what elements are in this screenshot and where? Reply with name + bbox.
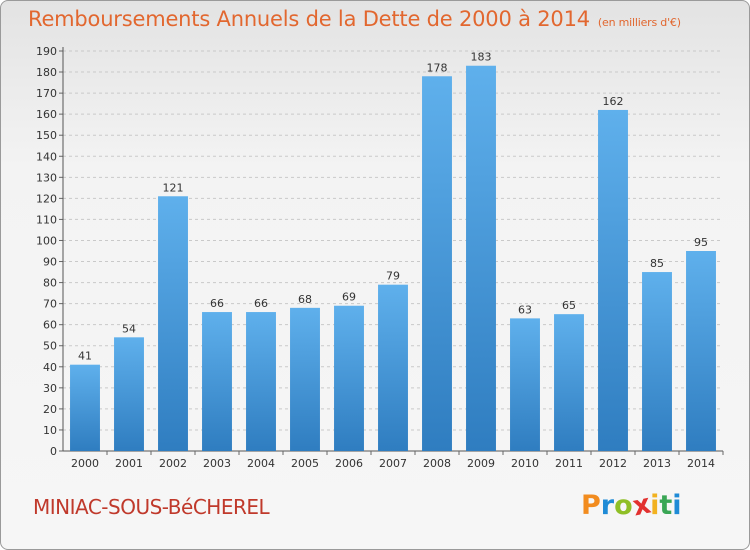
data-label: 69 — [342, 291, 356, 304]
proxiti-logo: Proxiti — [581, 489, 682, 523]
bar-2003 — [202, 312, 232, 451]
data-label: 66 — [210, 297, 224, 310]
bar-2004 — [246, 312, 276, 451]
x-tick-label: 2002 — [159, 457, 187, 470]
y-tick-label: 140 — [36, 150, 57, 163]
data-label: 41 — [78, 350, 92, 363]
y-tick-label: 70 — [43, 298, 57, 311]
data-label: 162 — [603, 95, 624, 108]
data-label: 183 — [471, 51, 492, 64]
x-tick-label: 2000 — [71, 457, 99, 470]
y-tick-label: 120 — [36, 192, 57, 205]
data-label: 79 — [386, 270, 400, 283]
x-tick-labels: 2000 2001 2002 2003 2004 2005 2006 2007 2008 2009… — [71, 451, 724, 470]
chart-title: Remboursements Annuels de la Dette de 20… — [28, 7, 681, 31]
bar-2002 — [158, 196, 188, 451]
x-tick-label: 2006 — [335, 457, 363, 470]
y-tick-label: 160 — [36, 108, 57, 121]
bar-2013 — [642, 272, 672, 451]
logo-letter: t — [659, 490, 673, 521]
y-tick-label: 10 — [43, 424, 57, 437]
x-tick-label: 2013 — [643, 457, 671, 470]
data-label: 66 — [254, 297, 268, 310]
data-label: 68 — [298, 293, 312, 306]
data-label: 95 — [694, 236, 708, 249]
y-tick-label: 40 — [43, 361, 57, 374]
x-tick-label: 2003 — [203, 457, 231, 470]
x-tick-label: 2008 — [423, 457, 451, 470]
bar-2014 — [686, 251, 716, 451]
bar-2009 — [466, 65, 496, 451]
x-tick-label: 2009 — [467, 457, 495, 470]
y-tick-label: 90 — [43, 256, 57, 269]
bar-2005 — [290, 307, 320, 451]
bar-2000 — [70, 364, 100, 451]
data-label: 178 — [427, 61, 448, 74]
bar-2006 — [334, 305, 364, 451]
y-tick-label: 180 — [36, 66, 57, 79]
y-tick-label: 0 — [50, 445, 57, 458]
bar-2011 — [554, 314, 584, 451]
y-tick-label: 110 — [36, 213, 57, 226]
y-tick-label: 100 — [36, 234, 57, 247]
x-tick-label: 2004 — [247, 457, 275, 470]
y-tick-label: 80 — [43, 277, 57, 290]
data-label: 63 — [518, 303, 532, 316]
bars — [70, 65, 716, 452]
logo-letter: r — [600, 490, 615, 521]
y-tick-label: 170 — [36, 87, 57, 100]
y-tick-label: 130 — [36, 171, 57, 184]
x-tick-label: 2014 — [687, 457, 715, 470]
data-label: 54 — [122, 322, 136, 335]
logo-letter: P — [581, 490, 601, 521]
y-tick-labels: 0 10 20 30 40 50 60 70 80 90 100 110 120 130 140 150 160… — [36, 45, 57, 458]
logo-letter: o — [614, 490, 633, 521]
logo-letter: i — [672, 490, 682, 521]
data-labels: 41 54 121 66 66 68 69 79 178 183 63 65 162 85 95 — [78, 51, 708, 363]
y-tick-label: 30 — [43, 382, 57, 395]
y-tick-label: 20 — [43, 403, 57, 416]
y-tick-label: 150 — [36, 129, 57, 142]
bar-2001 — [114, 337, 144, 451]
bar-2010 — [510, 318, 540, 451]
x-tick-label: 2010 — [511, 457, 539, 470]
city-name: MINIAC-SOUS-BéCHEREL — [33, 495, 270, 519]
y-tick-label: 50 — [43, 340, 57, 353]
x-tick-label: 2007 — [379, 457, 407, 470]
x-tick-label: 2005 — [291, 457, 319, 470]
bar-2007 — [378, 284, 408, 451]
chart-subtitle: (en milliers d'€) — [597, 16, 681, 29]
y-tick-label: 60 — [43, 319, 57, 332]
x-tick-label: 2012 — [599, 457, 627, 470]
data-label: 85 — [650, 257, 664, 270]
x-tick-label: 2001 — [115, 457, 143, 470]
bar-2012 — [598, 109, 628, 452]
bar-2008 — [422, 76, 452, 452]
y-tick-label: 190 — [36, 45, 57, 58]
data-label: 121 — [163, 181, 184, 194]
data-label: 65 — [562, 299, 576, 312]
logo-letter: i — [650, 490, 660, 521]
x-tick-label: 2011 — [555, 457, 583, 470]
